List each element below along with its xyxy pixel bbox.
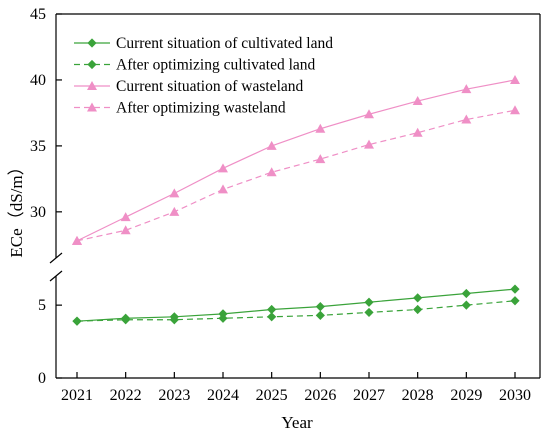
legend-marker [87, 59, 97, 70]
data-point [510, 284, 520, 294]
data-point [315, 154, 326, 164]
x-tick-label: 2029 [450, 387, 482, 404]
data-point [169, 206, 180, 216]
data-point [510, 105, 520, 115]
y-tick-label: 5 [38, 297, 46, 314]
data-point [412, 127, 423, 137]
data-point [267, 304, 277, 315]
y-tick-label: 35 [30, 138, 46, 155]
data-point [413, 304, 423, 315]
data-point [267, 312, 277, 322]
data-point [218, 163, 228, 173]
x-tick-label: 2023 [158, 387, 190, 404]
data-point [413, 293, 423, 303]
series-line [76, 79, 516, 242]
x-tick-label: 2025 [256, 387, 288, 404]
series-line [76, 300, 516, 322]
legend-label: Current situation of cultivated land [116, 35, 333, 52]
data-point [315, 310, 325, 320]
axis-break-mark [49, 270, 63, 282]
chart-frame [49, 13, 541, 379]
x-tick-label: 2028 [402, 387, 434, 404]
y-axis-title: ECe（dS/m） [7, 158, 26, 257]
x-tick-label: 2024 [207, 387, 239, 404]
x-tick-label: 2021 [61, 387, 93, 404]
data-point [461, 288, 471, 299]
data-point [315, 123, 326, 133]
legend-label: Current situation of wasteland [116, 78, 303, 95]
data-point [461, 300, 471, 310]
data-point [461, 84, 472, 94]
x-tick-label: 2022 [110, 387, 142, 404]
data-point [120, 225, 131, 235]
x-tick-label: 2026 [304, 387, 336, 404]
legend-marker [87, 102, 97, 112]
series-line [76, 109, 516, 242]
legend-entry: Current situation of cultivated land [74, 35, 333, 52]
y-tick-label: 0 [38, 370, 46, 387]
data-point [412, 96, 423, 106]
axis-break-mark [49, 252, 63, 264]
legend-label: After optimizing cultivated land [116, 57, 316, 74]
legend-entry: After optimizing wasteland [74, 100, 286, 117]
data-point [315, 302, 325, 312]
series-2 [72, 296, 520, 326]
legend: Current situation of cultivated land Afte… [74, 35, 333, 117]
legend-entry: After optimizing cultivated land [74, 57, 316, 74]
legend-marker [87, 38, 97, 48]
data-point [121, 315, 131, 325]
data-point [120, 212, 131, 222]
data-point [364, 297, 374, 307]
data-point [364, 139, 374, 149]
data-point [364, 109, 374, 119]
data-point [218, 184, 228, 194]
x-tick-label: 2030 [499, 387, 531, 404]
data-point [218, 313, 228, 323]
legend-label: After optimizing wasteland [116, 100, 286, 117]
series-line [76, 288, 516, 322]
data-point [266, 167, 277, 177]
x-tick-label: 2027 [353, 387, 385, 404]
data-point [72, 235, 82, 245]
x-axis-title: Year [281, 413, 313, 432]
legend-marker [87, 81, 97, 90]
series-4 [72, 105, 520, 245]
data-point [461, 114, 472, 124]
y-tick-label: 40 [30, 72, 46, 89]
data-point [72, 316, 82, 326]
data-point [266, 140, 277, 150]
legend-entry: Current situation of wasteland [74, 78, 303, 95]
series-group [72, 74, 520, 326]
y-tick-label: 30 [30, 204, 46, 221]
y-tick-label: 45 [30, 6, 46, 23]
data-point [364, 307, 374, 318]
data-point [169, 188, 180, 198]
axis-ticks: 30 35 40 45 0 5 2021 2022 2023 2024 2025 2026 2027 20… [30, 6, 531, 404]
data-point [510, 296, 520, 306]
data-point [169, 315, 179, 325]
series-3 [72, 74, 520, 245]
data-point [510, 74, 520, 84]
